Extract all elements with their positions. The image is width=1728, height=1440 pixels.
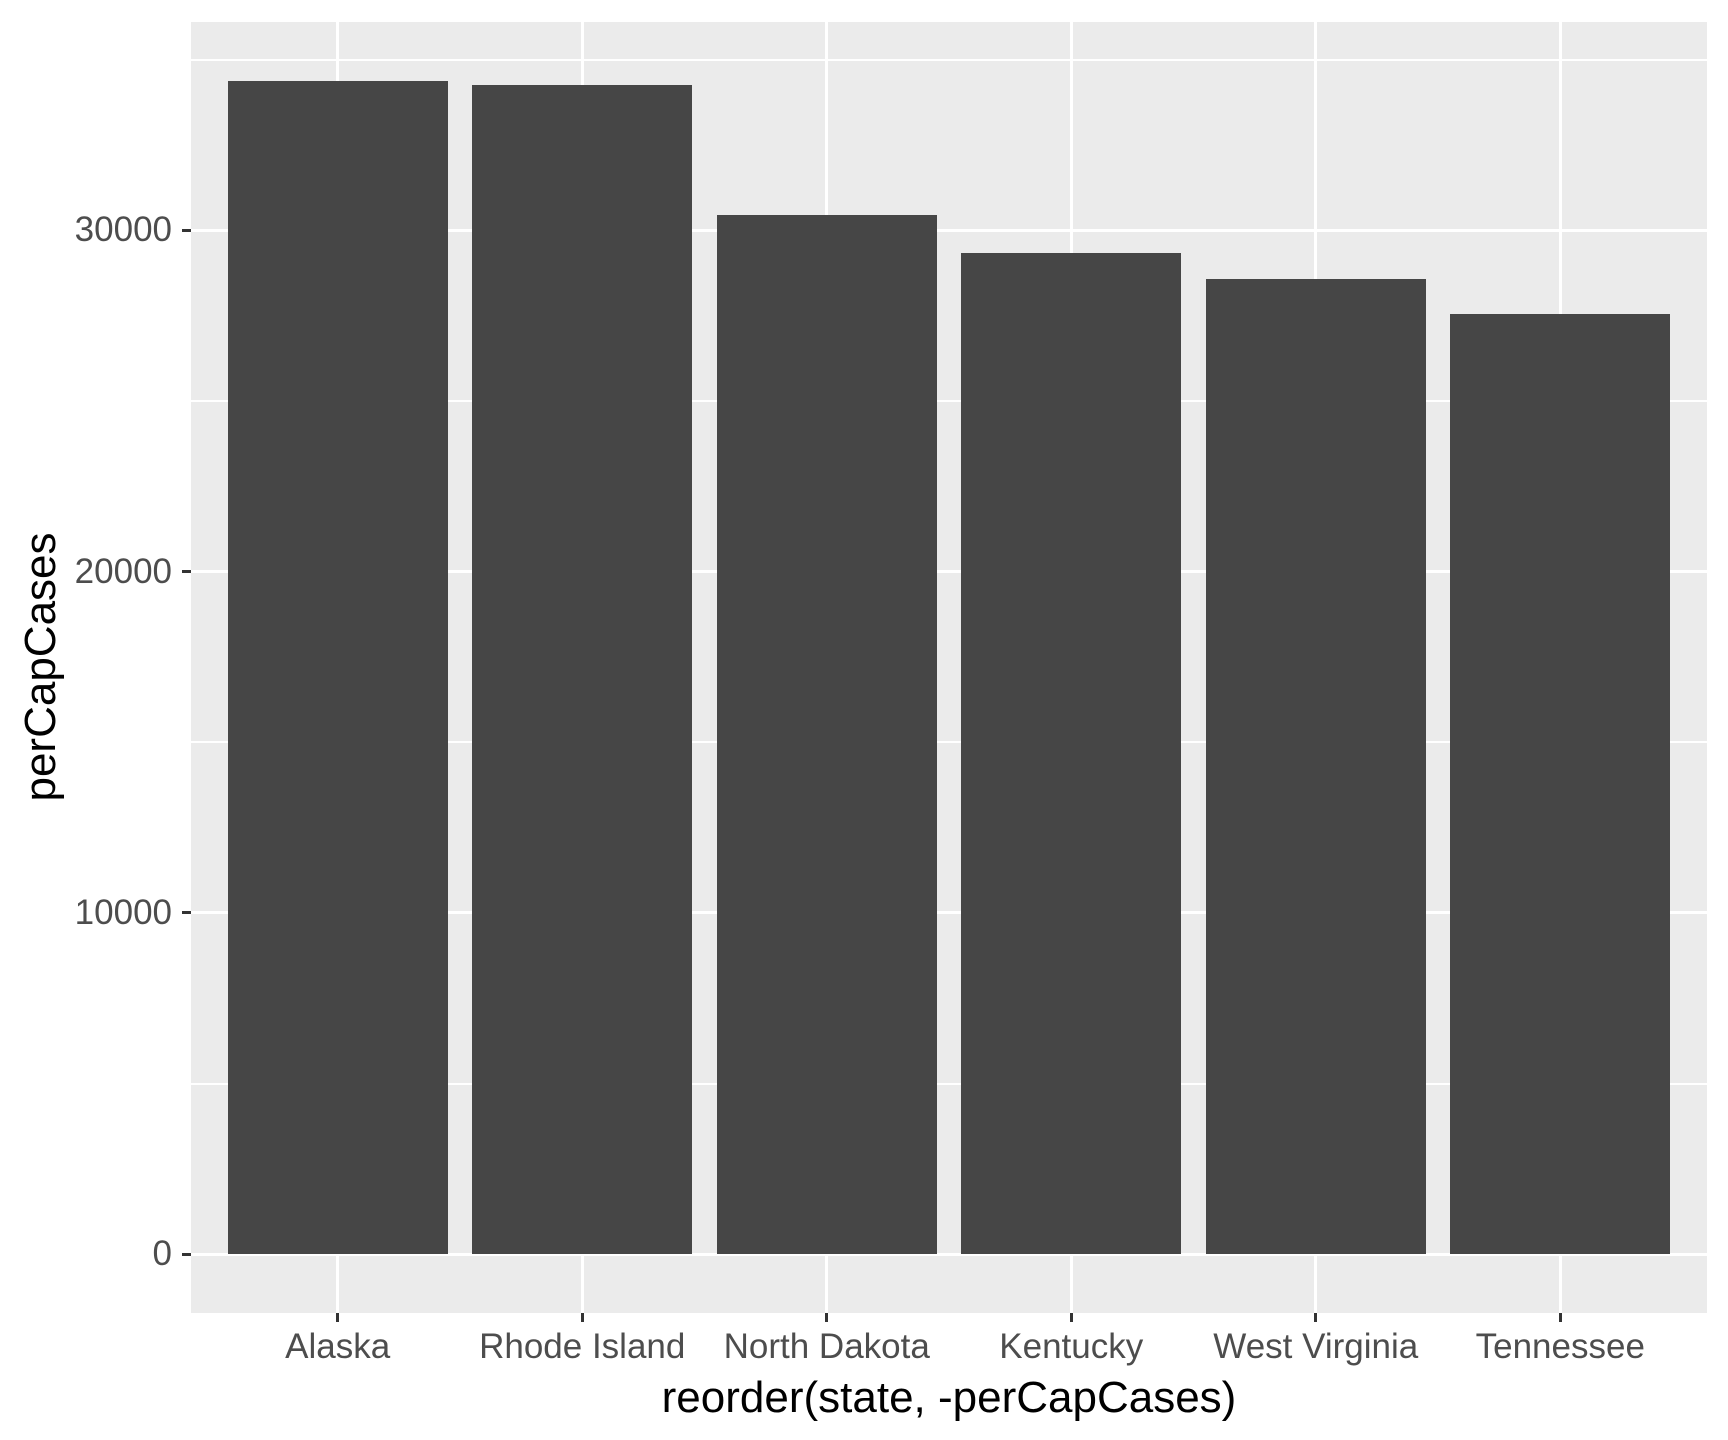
bar-alaska xyxy=(227,81,448,1255)
plot-panel xyxy=(191,22,1707,1313)
gridline-y-0 xyxy=(191,1252,1707,1256)
y-tick-label-10000: 10000 xyxy=(74,892,172,932)
x-tick-rhode-island xyxy=(580,1313,584,1322)
gridline-y-20000 xyxy=(191,570,1707,574)
y-tick-10000 xyxy=(182,911,191,915)
x-tick-label-tennessee: Tennessee xyxy=(1475,1327,1645,1366)
gridline-y-10000 xyxy=(191,911,1707,915)
x-tick-west-virginia xyxy=(1314,1313,1318,1322)
x-tick-label-rhode-island: Rhode Island xyxy=(479,1327,686,1366)
gridline-y-30000 xyxy=(191,228,1707,232)
gridline-y-minor-5000 xyxy=(191,1082,1707,1085)
bar-kentucky xyxy=(961,252,1182,1255)
x-tick-label-west-virginia: West Virginia xyxy=(1213,1327,1419,1366)
gridline-y-minor-25000 xyxy=(191,399,1707,402)
bar-rhode-island xyxy=(472,84,693,1255)
y-tick-20000 xyxy=(182,570,191,574)
x-tick-alaska xyxy=(336,1313,340,1322)
y-tick-label-0: 0 xyxy=(152,1234,172,1274)
y-tick-0 xyxy=(182,1252,191,1256)
x-tick-kentucky xyxy=(1069,1313,1073,1322)
y-axis-title: perCapCases xyxy=(16,532,65,802)
x-tick-label-alaska: Alaska xyxy=(285,1327,391,1366)
gridline-y-minor-35000 xyxy=(191,58,1707,61)
gridline-y-minor-15000 xyxy=(191,741,1707,744)
bar-tennessee xyxy=(1450,314,1671,1255)
x-tick-north-dakota xyxy=(825,1313,829,1322)
bar-west-virginia xyxy=(1205,279,1426,1255)
y-tick-label-30000: 30000 xyxy=(74,210,172,250)
x-tick-label-north-dakota: North Dakota xyxy=(723,1327,930,1366)
x-tick-tennessee xyxy=(1558,1313,1562,1322)
y-tick-label-20000: 20000 xyxy=(74,551,172,591)
x-axis-title: reorder(state, -perCapCases) xyxy=(661,1373,1237,1422)
y-tick-30000 xyxy=(182,228,191,232)
x-tick-label-kentucky: Kentucky xyxy=(999,1327,1144,1366)
bar-north-dakota xyxy=(716,214,937,1255)
